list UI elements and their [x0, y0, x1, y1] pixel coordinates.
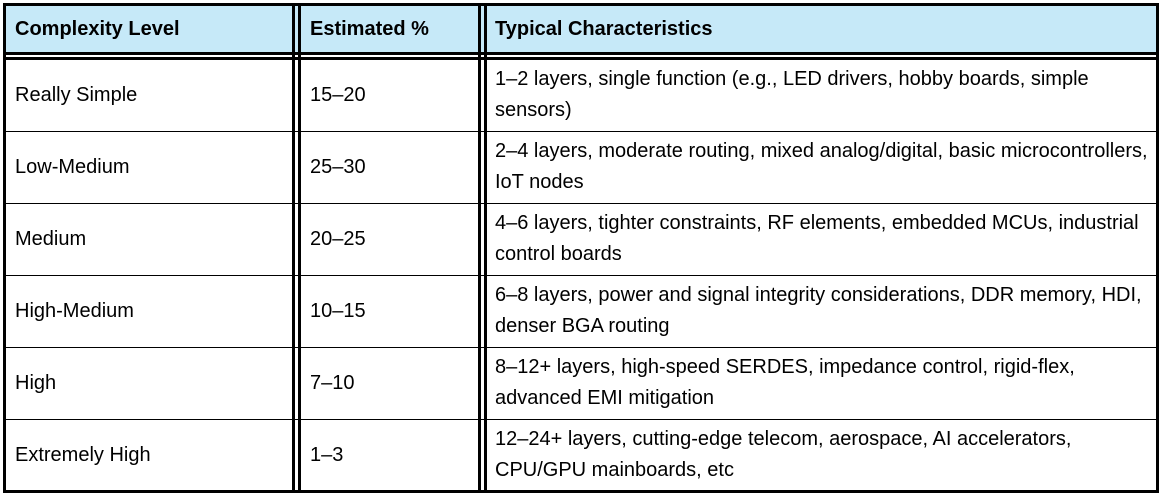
table-cell: 4–6 layers, tighter constraints, RF elem…: [495, 212, 1139, 265]
table-cell: Really Simple: [15, 83, 138, 106]
table-cell: High-Medium: [15, 299, 134, 322]
border: [298, 3, 301, 493]
row-divider: [6, 347, 1156, 348]
table-cell: 10–15: [310, 299, 366, 322]
table-cell: 20–25: [310, 227, 366, 250]
border: [3, 52, 1159, 55]
table-cell: Medium: [15, 227, 87, 250]
border: [1156, 3, 1159, 493]
border: [3, 57, 1159, 60]
table-cell: 6–8 layers, power and signal integrity c…: [495, 284, 1142, 337]
table-cell: 25–30: [310, 155, 366, 178]
header-background: [6, 6, 1156, 52]
table-cell: 8–12+ layers, high-speed SERDES, impedan…: [495, 356, 1075, 409]
table-cell: 1–2 layers, single function (e.g., LED d…: [495, 68, 1089, 121]
table-cell: 1–3: [310, 443, 344, 466]
table-cell: Extremely High: [15, 443, 151, 466]
border: [484, 3, 487, 493]
border: [478, 3, 481, 493]
border: [3, 3, 6, 493]
row-divider: [6, 131, 1156, 132]
header-cell: Estimated %: [310, 17, 429, 40]
table-cell: 15–20: [310, 83, 366, 106]
table-cell: 12–24+ layers, cutting-edge telecom, aer…: [495, 428, 1072, 481]
border: [3, 3, 1159, 6]
table-cell: Low-Medium: [15, 155, 130, 178]
border: [292, 3, 295, 493]
table-cell: High: [15, 371, 57, 394]
table-cell: 7–10: [310, 371, 355, 394]
row-divider: [6, 275, 1156, 276]
header-cell: Typical Characteristics: [495, 17, 713, 40]
table-cell: 2–4 layers, moderate routing, mixed anal…: [495, 140, 1148, 193]
row-divider: [6, 419, 1156, 420]
row-divider: [6, 203, 1156, 204]
header-cell: Complexity Level: [15, 17, 180, 40]
border: [3, 490, 1159, 493]
